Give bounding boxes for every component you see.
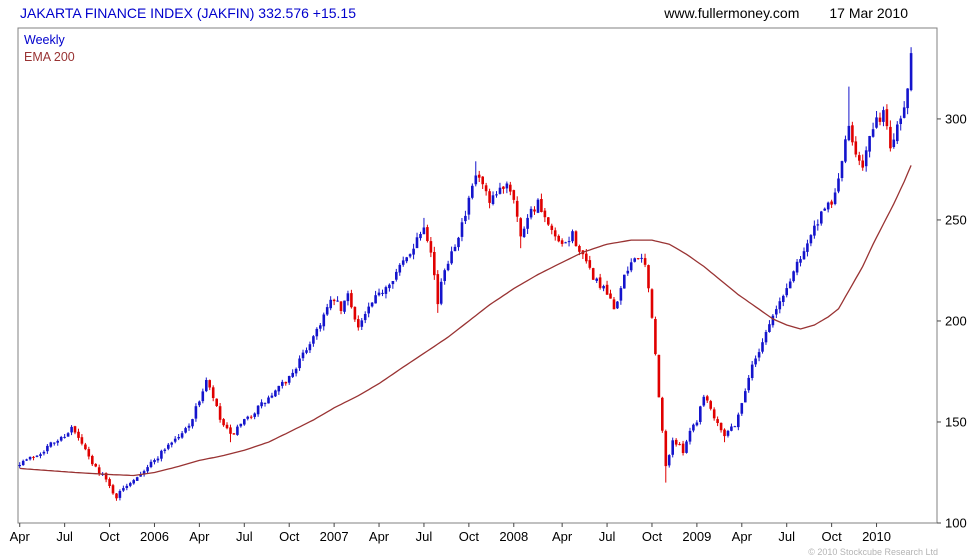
chart-title: JAKARTA FINANCE INDEX (JAKFIN) 332.576 +… bbox=[20, 5, 356, 21]
svg-text:Jul: Jul bbox=[236, 529, 253, 544]
svg-text:300: 300 bbox=[945, 111, 967, 126]
svg-text:Apr: Apr bbox=[732, 529, 753, 544]
svg-text:100: 100 bbox=[945, 516, 967, 531]
svg-text:Jul: Jul bbox=[778, 529, 795, 544]
svg-text:Jul: Jul bbox=[56, 529, 73, 544]
svg-text:2006: 2006 bbox=[140, 529, 169, 544]
svg-text:150: 150 bbox=[945, 414, 967, 429]
svg-text:Oct: Oct bbox=[822, 529, 843, 544]
svg-text:Apr: Apr bbox=[552, 529, 573, 544]
svg-text:Apr: Apr bbox=[369, 529, 390, 544]
date-label: 17 Mar 2010 bbox=[829, 5, 908, 21]
svg-text:Oct: Oct bbox=[642, 529, 663, 544]
svg-text:2007: 2007 bbox=[320, 529, 349, 544]
legend-weekly-label: Weekly bbox=[24, 33, 65, 47]
svg-text:Oct: Oct bbox=[99, 529, 120, 544]
svg-text:Oct: Oct bbox=[279, 529, 300, 544]
svg-text:2008: 2008 bbox=[499, 529, 528, 544]
svg-text:2009: 2009 bbox=[682, 529, 711, 544]
legend-ema-label: EMA 200 bbox=[24, 50, 75, 64]
svg-text:Apr: Apr bbox=[189, 529, 210, 544]
svg-text:2010: 2010 bbox=[862, 529, 891, 544]
header-bar: JAKARTA FINANCE INDEX (JAKFIN) 332.576 +… bbox=[0, 0, 980, 26]
svg-text:Jul: Jul bbox=[416, 529, 433, 544]
svg-text:Apr: Apr bbox=[10, 529, 31, 544]
svg-text:Oct: Oct bbox=[459, 529, 480, 544]
svg-text:Jul: Jul bbox=[599, 529, 616, 544]
copyright-label: © 2010 Stockcube Research Ltd bbox=[808, 547, 938, 557]
chart-legend: Weekly EMA 200 bbox=[24, 32, 75, 66]
svg-text:250: 250 bbox=[945, 212, 967, 227]
website-link[interactable]: www.fullermoney.com bbox=[664, 5, 800, 21]
svg-text:200: 200 bbox=[945, 313, 967, 328]
